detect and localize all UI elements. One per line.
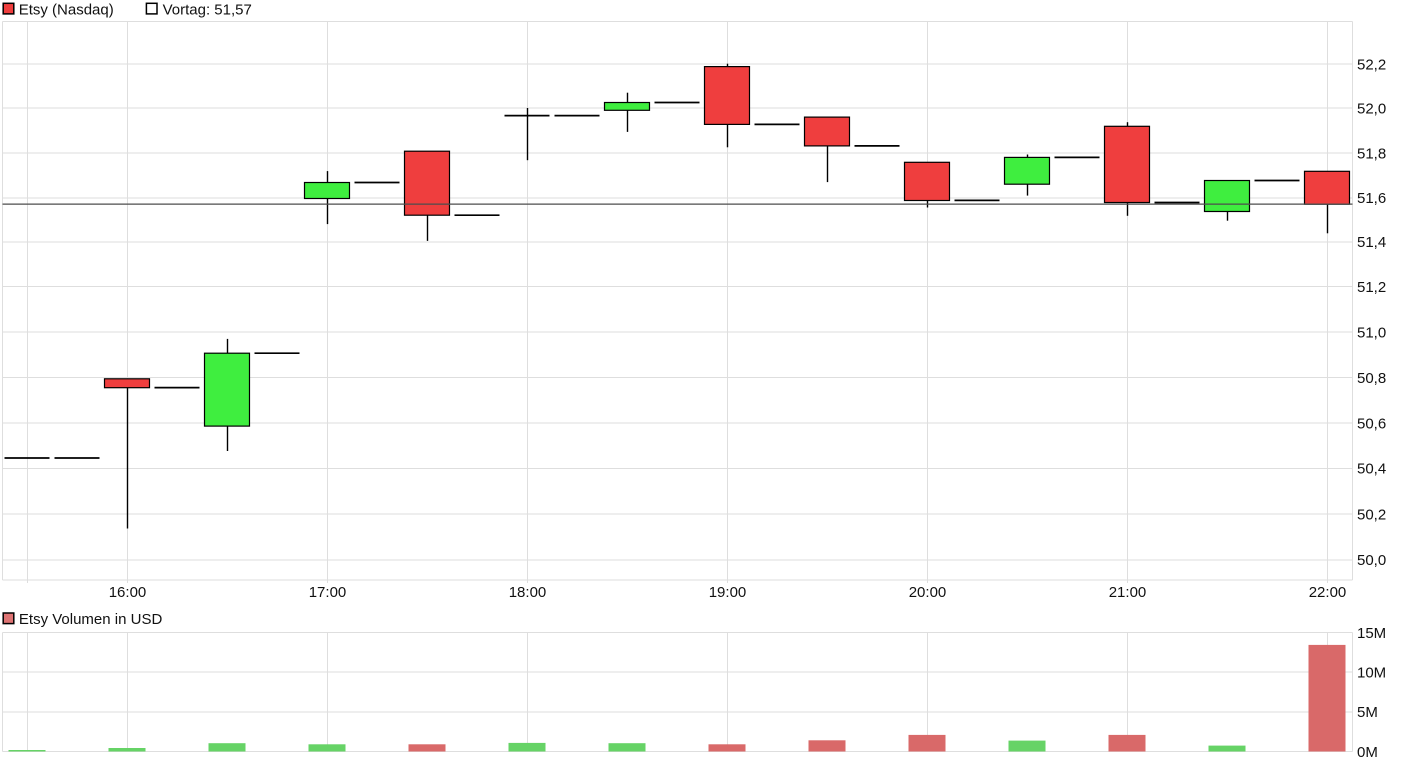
svg-text:20:00: 20:00 (909, 584, 947, 601)
svg-text:18:00: 18:00 (509, 584, 547, 601)
svg-text:5M: 5M (1357, 704, 1378, 721)
svg-text:0M: 0M (1357, 744, 1378, 761)
svg-text:52,2: 52,2 (1357, 56, 1386, 73)
svg-text:19:00: 19:00 (709, 584, 747, 601)
svg-text:51,4: 51,4 (1357, 234, 1386, 251)
svg-text:15M: 15M (1357, 625, 1386, 642)
svg-text:Vortag: 51,57: Vortag: 51,57 (163, 2, 252, 19)
svg-text:52,0: 52,0 (1357, 101, 1386, 118)
svg-text:51,0: 51,0 (1357, 325, 1386, 342)
svg-text:51,2: 51,2 (1357, 279, 1386, 296)
svg-text:50,6: 50,6 (1357, 415, 1386, 432)
svg-text:51,6: 51,6 (1357, 190, 1386, 207)
svg-text:Etsy Volumen in USD: Etsy Volumen in USD (19, 611, 163, 628)
svg-text:50,0: 50,0 (1357, 552, 1386, 569)
svg-text:51,8: 51,8 (1357, 146, 1386, 163)
svg-text:21:00: 21:00 (1109, 584, 1147, 601)
svg-text:22:00: 22:00 (1309, 584, 1347, 601)
svg-text:17:00: 17:00 (309, 584, 347, 601)
svg-text:50,4: 50,4 (1357, 461, 1386, 478)
svg-text:16:00: 16:00 (109, 584, 147, 601)
svg-text:Etsy (Nasdaq): Etsy (Nasdaq) (19, 2, 114, 19)
svg-text:50,2: 50,2 (1357, 506, 1386, 523)
svg-text:50,8: 50,8 (1357, 370, 1386, 387)
svg-text:10M: 10M (1357, 665, 1386, 682)
